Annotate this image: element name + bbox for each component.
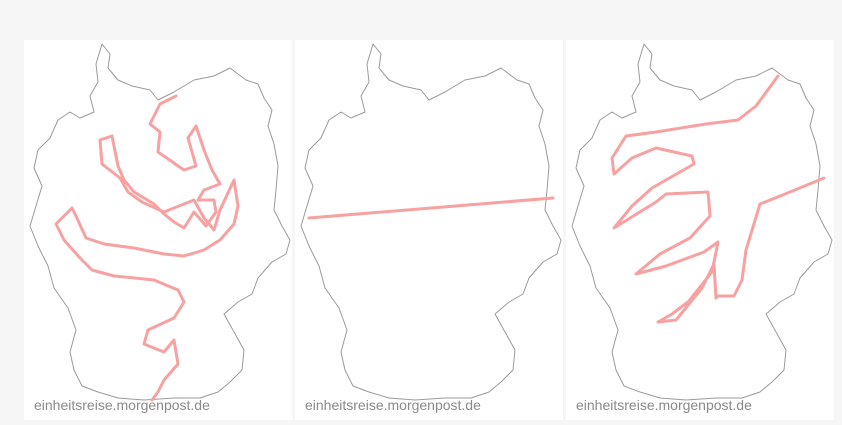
germany-map-3 <box>571 43 833 401</box>
source-credit: einheitsreise.morgenpost.de <box>305 397 481 413</box>
map-panel-3: einheitsreise.morgenpost.de <box>566 40 834 420</box>
map-panel-2: einheitsreise.morgenpost.de <box>295 40 563 420</box>
germany-map-2 <box>300 43 562 401</box>
source-credit: einheitsreise.morgenpost.de <box>34 397 210 413</box>
germany-map-1 <box>29 43 291 402</box>
travel-route <box>307 196 555 220</box>
travel-route <box>610 74 826 324</box>
travel-route <box>54 94 240 402</box>
germany-outline <box>29 43 291 401</box>
germany-outline <box>571 43 833 401</box>
map-panel-1: einheitsreise.morgenpost.de <box>24 40 292 420</box>
germany-outline <box>300 43 562 401</box>
source-credit: einheitsreise.morgenpost.de <box>576 397 752 413</box>
